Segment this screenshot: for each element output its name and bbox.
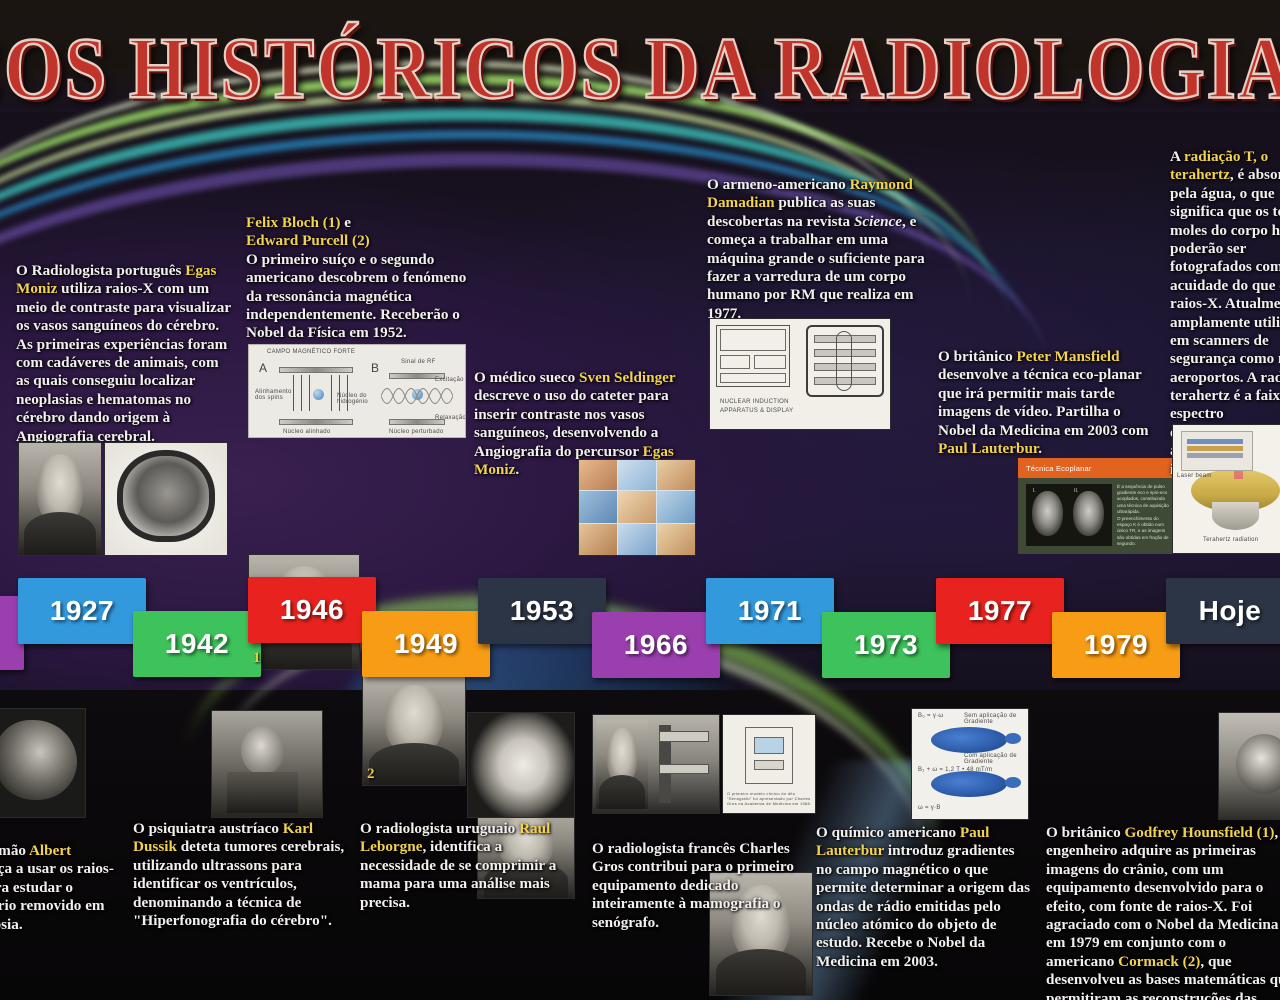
highlight-name: Egas Moniz bbox=[474, 442, 674, 478]
highlight-name: Peter Mansfield bbox=[1016, 348, 1120, 365]
highlight-name: Sven Seldinger bbox=[579, 369, 676, 386]
portrait-sven-seldinger bbox=[477, 802, 575, 899]
title-band: COS HISTÓRICOS DA RADIOLOGIA bbox=[0, 0, 1280, 118]
highlight-name: Egas Moniz bbox=[16, 262, 217, 298]
echoplanar-card-bullet-1: É a sequência de pulso gradiente eco e s… bbox=[1117, 484, 1169, 514]
highlight-name: Paul Lauterbur bbox=[938, 439, 1039, 457]
highlight-name: Felix Bloch (1) bbox=[246, 214, 341, 231]
nuclear-induction-apparatus-diagram: NUCLEAR INDUCTION APPARATUS & DISPLAY bbox=[709, 318, 891, 430]
image-number-label: 1 bbox=[253, 650, 261, 666]
highlight-name: Paul Lauterbur bbox=[816, 824, 990, 860]
cerebral-angiogram-xray bbox=[104, 442, 228, 556]
highlight-name: Karl Dussik bbox=[133, 820, 314, 856]
timeline-chip-hoje[interactable]: Hoje bbox=[1166, 578, 1280, 644]
image-number-label: 2 bbox=[367, 766, 375, 782]
highlight-name: Godfrey Hounsfield (1) bbox=[1124, 824, 1275, 841]
entry-text-charles-gros: O radiologista francês Charles Gros cont… bbox=[592, 840, 794, 931]
terahertz-emitter-diagram: Laser beam Terahertz radiation bbox=[1172, 424, 1280, 554]
portrait-edward-purcell: 2 bbox=[362, 673, 466, 786]
entry-text-egas-moniz: O Radiologista português Egas Moniz util… bbox=[16, 262, 231, 445]
echoplanar-card-heading-bar: Técnica Ecoplanar bbox=[1018, 458, 1176, 478]
portrait-egas-moniz bbox=[18, 442, 102, 556]
echoplanar-technique-card: Técnica Ecoplanar I. II. É a sequência d… bbox=[1018, 458, 1176, 554]
entry-text-bloch-purcell: Felix Bloch (1) e Edward Purcell (2) O p… bbox=[246, 214, 467, 342]
timeline-chip-1979[interactable]: 1979 bbox=[1052, 612, 1180, 678]
timeline-chip-1977[interactable]: 1977 bbox=[936, 578, 1064, 644]
highlight-name: Edward Purcell (2) bbox=[246, 232, 370, 250]
entry-text-paul-lauterbur: O químico americano Paul Lauterbur intro… bbox=[816, 824, 1030, 970]
seldinger-technique-illustration-grid bbox=[578, 459, 696, 556]
echoplanar-card-bullet-2: O preenchimento do espaço K é obtido num… bbox=[1117, 516, 1169, 546]
senographe-mammography-unit-photo bbox=[592, 714, 720, 814]
entry-text-albert: O alemão Albert começa a usar os raios-X… bbox=[0, 842, 114, 933]
timeline-chip-1949[interactable]: 1949 bbox=[362, 611, 490, 677]
highlight-name: Raymond Damadian bbox=[707, 176, 913, 212]
nmr-principle-diagram: CAMPO MAGNÉTICO FORTE A B Alinhamento do… bbox=[248, 344, 466, 438]
timeline-chip-1927[interactable]: 1927 bbox=[18, 578, 146, 644]
highlight-name: Cormack (2) bbox=[1118, 952, 1201, 970]
echoplanar-card-heading: Técnica Ecoplanar bbox=[1026, 463, 1092, 473]
gradient-field-diagram: B₀ = γ·ω Sem aplicação de Gradiente Com … bbox=[911, 708, 1029, 820]
senographe-technical-diagram: O primeiro modelo clínico do dito "Senóg… bbox=[722, 714, 816, 814]
rf-wave-icon bbox=[381, 388, 453, 404]
journal-name: Science bbox=[853, 212, 903, 230]
ultrasound-head-apparatus-photo bbox=[211, 710, 323, 818]
skull-xray-plate bbox=[0, 708, 86, 818]
portrait-raymond-damadian bbox=[709, 872, 813, 996]
entry-text-peter-mansfield: O britânico Peter Mansfield desenvolve a… bbox=[938, 348, 1149, 457]
entry-text-raymond-damadian: O armeno-americano Raymond Damadian publ… bbox=[707, 176, 925, 322]
timeline-chip-1973[interactable]: 1973 bbox=[822, 612, 950, 678]
timeline-chip-1942[interactable]: 1942 bbox=[133, 611, 261, 677]
timeline-chip-1966[interactable]: 1966 bbox=[592, 612, 720, 678]
early-ct-scanner-photo bbox=[1218, 712, 1280, 820]
entry-text-karl-dussik: O psiquiatra austríaco Karl Dussik detet… bbox=[133, 820, 345, 929]
background-title-band bbox=[0, 0, 1280, 112]
entry-text-godfrey-hounsfield: O britânico Godfrey Hounsfield (1), enge… bbox=[1046, 824, 1280, 1000]
entry-text-sven-seldinger: O médico sueco Sven Seldinger descreve o… bbox=[474, 369, 676, 478]
highlight-name: Raul Leborgne bbox=[360, 820, 551, 856]
echoplanar-brain-mri-pair: I. II. bbox=[1026, 484, 1112, 546]
page-title: COS HISTÓRICOS DA RADIOLOGIA bbox=[0, 18, 1280, 118]
mammogram-image bbox=[467, 712, 575, 818]
highlight-name: radiação T, o terahertz bbox=[1170, 148, 1269, 184]
timeline-chip-1946[interactable]: 1946 bbox=[248, 577, 376, 643]
timeline-chip-1971[interactable]: 1971 bbox=[706, 578, 834, 644]
entry-text-raul-leborgne: O radiologista uruguaio Raul Leborgne, i… bbox=[360, 820, 557, 911]
timeline-chip-1953[interactable]: 1953 bbox=[478, 578, 606, 644]
highlight-name: Albert bbox=[28, 842, 72, 859]
